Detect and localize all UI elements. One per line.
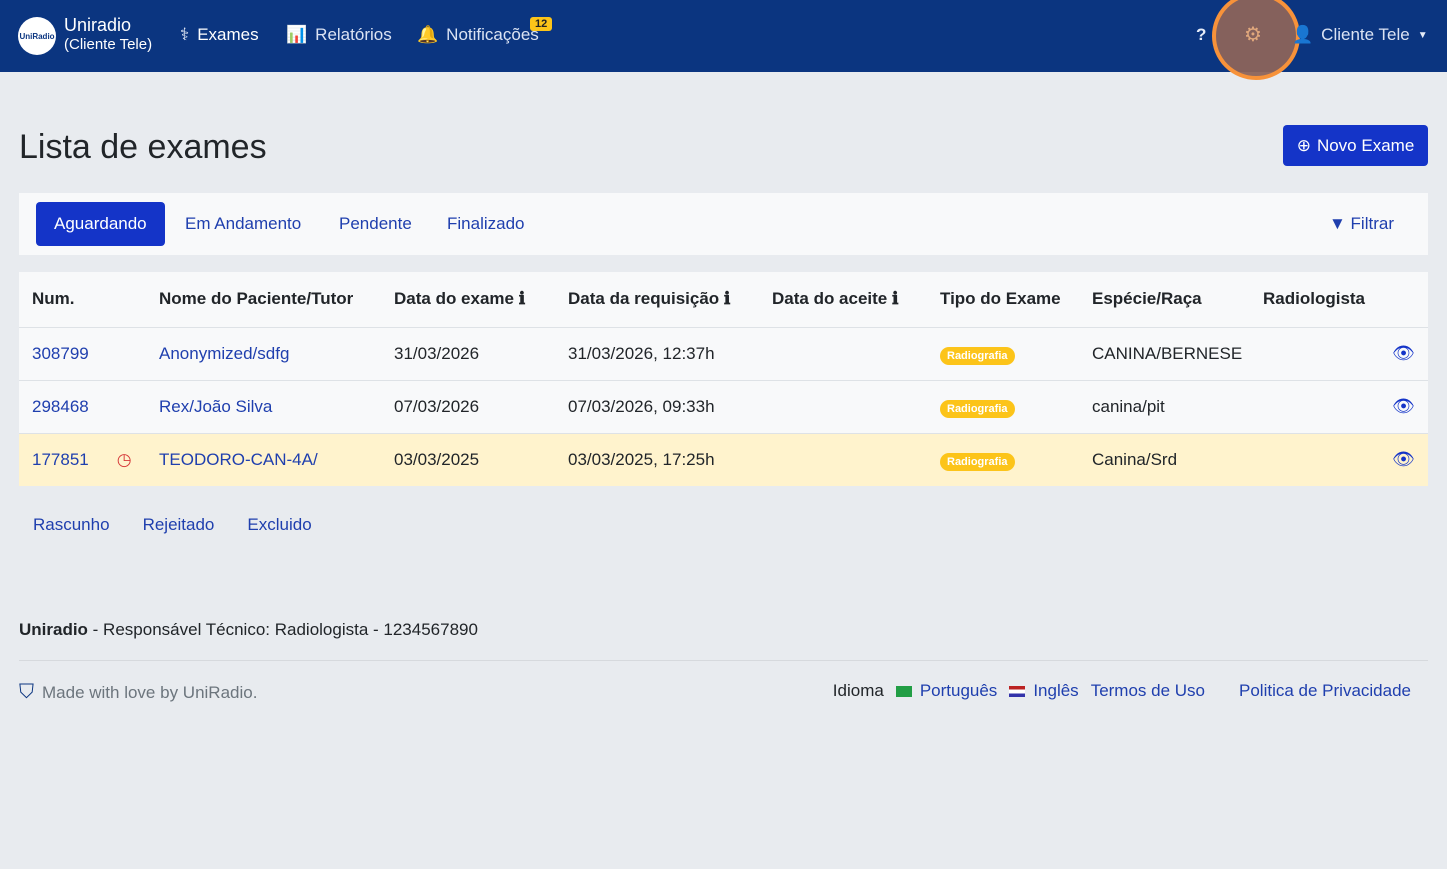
user-icon: 👤 xyxy=(1292,25,1314,44)
gear-icon[interactable]: ⚙ xyxy=(1244,24,1262,46)
nav-exames[interactable]: ⚕ Exames xyxy=(180,25,259,44)
page-title: Lista de exames xyxy=(19,128,267,166)
lang-ingles[interactable]: Inglês xyxy=(1009,681,1079,701)
request-date: 03/03/2025, 17:25h xyxy=(555,433,759,486)
info-icon: ℹ xyxy=(518,289,526,309)
status-tabs: Aguardando Em Andamento Pendente Finaliz… xyxy=(19,193,1428,255)
brazil-flag-icon xyxy=(895,686,912,698)
help-icon[interactable]: ? xyxy=(1196,25,1207,44)
species: Canina/Srd xyxy=(1079,433,1250,486)
col-type: Tipo do Exame xyxy=(927,272,1079,328)
col-exam-date[interactable]: Data do exame ℹ xyxy=(381,272,555,328)
exam-number[interactable]: 298468 xyxy=(19,380,146,434)
other-status-links: Rascunho Rejeitado Excluido xyxy=(33,515,312,535)
us-flag-icon xyxy=(1009,686,1026,698)
radiologist: 👁 xyxy=(1250,380,1428,434)
privacy-link[interactable]: Politica de Privacidade xyxy=(1239,681,1411,700)
terms-link[interactable]: Termos de Uso xyxy=(1090,681,1206,700)
species: CANINA/BERNESE xyxy=(1079,327,1250,381)
col-radiologist: Radiologista xyxy=(1250,272,1428,328)
click-highlight-marker xyxy=(1212,0,1300,80)
exam-date: 03/03/2025 xyxy=(381,433,555,486)
link-rejeitado[interactable]: Rejeitado xyxy=(142,515,215,534)
bar-chart-icon: 📊 xyxy=(286,25,308,44)
plus-circle-icon: ⊕ xyxy=(1296,135,1311,155)
filter-button[interactable]: ▼ Filtrar xyxy=(1328,214,1394,233)
divider xyxy=(19,660,1428,661)
clock-alert-icon: ◷ xyxy=(116,449,132,469)
exam-number[interactable]: 308799 xyxy=(19,327,146,381)
shield-icon: ⛉ xyxy=(19,681,34,703)
exam-number[interactable]: 177851 ◷ xyxy=(19,433,146,486)
exam-type: Radiografia xyxy=(927,433,1079,486)
lang-portugues[interactable]: Português xyxy=(895,681,997,701)
col-species: Espécie/Raça xyxy=(1079,272,1250,328)
species: canina/pit xyxy=(1079,380,1250,434)
radiologist: 👁 xyxy=(1250,433,1428,486)
filter-icon: ▼ xyxy=(1328,214,1346,233)
request-date: 07/03/2026, 09:33h xyxy=(555,380,759,434)
exam-type-badge: Radiografia xyxy=(940,346,1015,365)
table-row[interactable]: 308799 Anonymized/sdfg 31/03/2026 31/03/… xyxy=(19,327,1428,381)
request-date: 31/03/2026, 12:37h xyxy=(555,327,759,381)
table-row[interactable]: 298468 Rex/João Silva 07/03/2026 07/03/2… xyxy=(19,380,1428,434)
uniradio-logo[interactable]: UniRadio xyxy=(18,17,56,55)
brand[interactable]: Uniradio (Cliente Tele) xyxy=(64,15,153,54)
exam-date: 31/03/2026 xyxy=(381,327,555,381)
patient-name[interactable]: Anonymized/sdfg xyxy=(146,327,381,381)
new-exam-button[interactable]: ⊕ Novo Exame xyxy=(1283,125,1428,166)
radiologist: 👁 xyxy=(1250,327,1428,381)
exams-table: Num. Nome do Paciente/Tutor Data do exam… xyxy=(19,272,1428,486)
nav-relatorios[interactable]: 📊 Relatórios xyxy=(286,25,392,44)
tab-finalizado[interactable]: Finalizado xyxy=(447,214,525,233)
col-request-date[interactable]: Data da requisição ℹ xyxy=(555,272,759,328)
accept-date xyxy=(759,433,927,486)
caret-down-icon: ▼ xyxy=(1417,29,1428,41)
responsible-info: Uniradio - Responsável Técnico: Radiolog… xyxy=(19,620,478,639)
info-icon: ℹ xyxy=(723,289,731,309)
made-with-love: ⛉ Made with love by UniRadio. xyxy=(19,681,258,703)
eye-icon[interactable]: 👁 xyxy=(1392,396,1415,416)
patient-name[interactable]: TEODORO-CAN-4A/ xyxy=(146,433,381,486)
accept-date xyxy=(759,380,927,434)
stethoscope-icon: ⚕ xyxy=(180,25,190,44)
bell-icon: 🔔 xyxy=(417,25,439,44)
footer-links: Idioma Português Inglês Termos de Uso Po… xyxy=(832,681,1411,701)
exam-type-badge: Radiografia xyxy=(940,452,1015,471)
user-menu[interactable]: 👤 Cliente Tele ▼ xyxy=(1292,25,1428,44)
tab-em-andamento[interactable]: Em Andamento xyxy=(185,214,302,233)
exam-type: Radiografia xyxy=(927,380,1079,434)
exam-type: Radiografia xyxy=(927,327,1079,381)
col-accept-date[interactable]: Data do aceite ℹ xyxy=(759,272,927,328)
accept-date xyxy=(759,327,927,381)
col-name: Nome do Paciente/Tutor xyxy=(146,272,381,328)
patient-name[interactable]: Rex/João Silva xyxy=(146,380,381,434)
col-num: Num. xyxy=(19,272,146,328)
table-row[interactable]: 177851 ◷ TEODORO-CAN-4A/ 03/03/2025 03/03… xyxy=(19,433,1428,486)
notification-count-badge: 12 xyxy=(530,17,553,31)
exam-type-badge: Radiografia xyxy=(940,399,1015,418)
exam-date: 07/03/2026 xyxy=(381,380,555,434)
eye-icon[interactable]: 👁 xyxy=(1392,449,1415,470)
tab-aguardando[interactable]: Aguardando xyxy=(36,202,165,246)
nav-notificacoes[interactable]: 🔔 Notificações xyxy=(417,25,539,44)
navbar: UniRadio Uniradio (Cliente Tele) ⚕ Exames … xyxy=(0,0,1447,80)
info-icon: ℹ xyxy=(892,289,899,309)
link-excluido[interactable]: Excluido xyxy=(247,515,312,534)
eye-icon[interactable]: 👁 xyxy=(1392,343,1415,363)
tab-pendente[interactable]: Pendente xyxy=(339,214,412,233)
link-rascunho[interactable]: Rascunho xyxy=(33,515,110,534)
